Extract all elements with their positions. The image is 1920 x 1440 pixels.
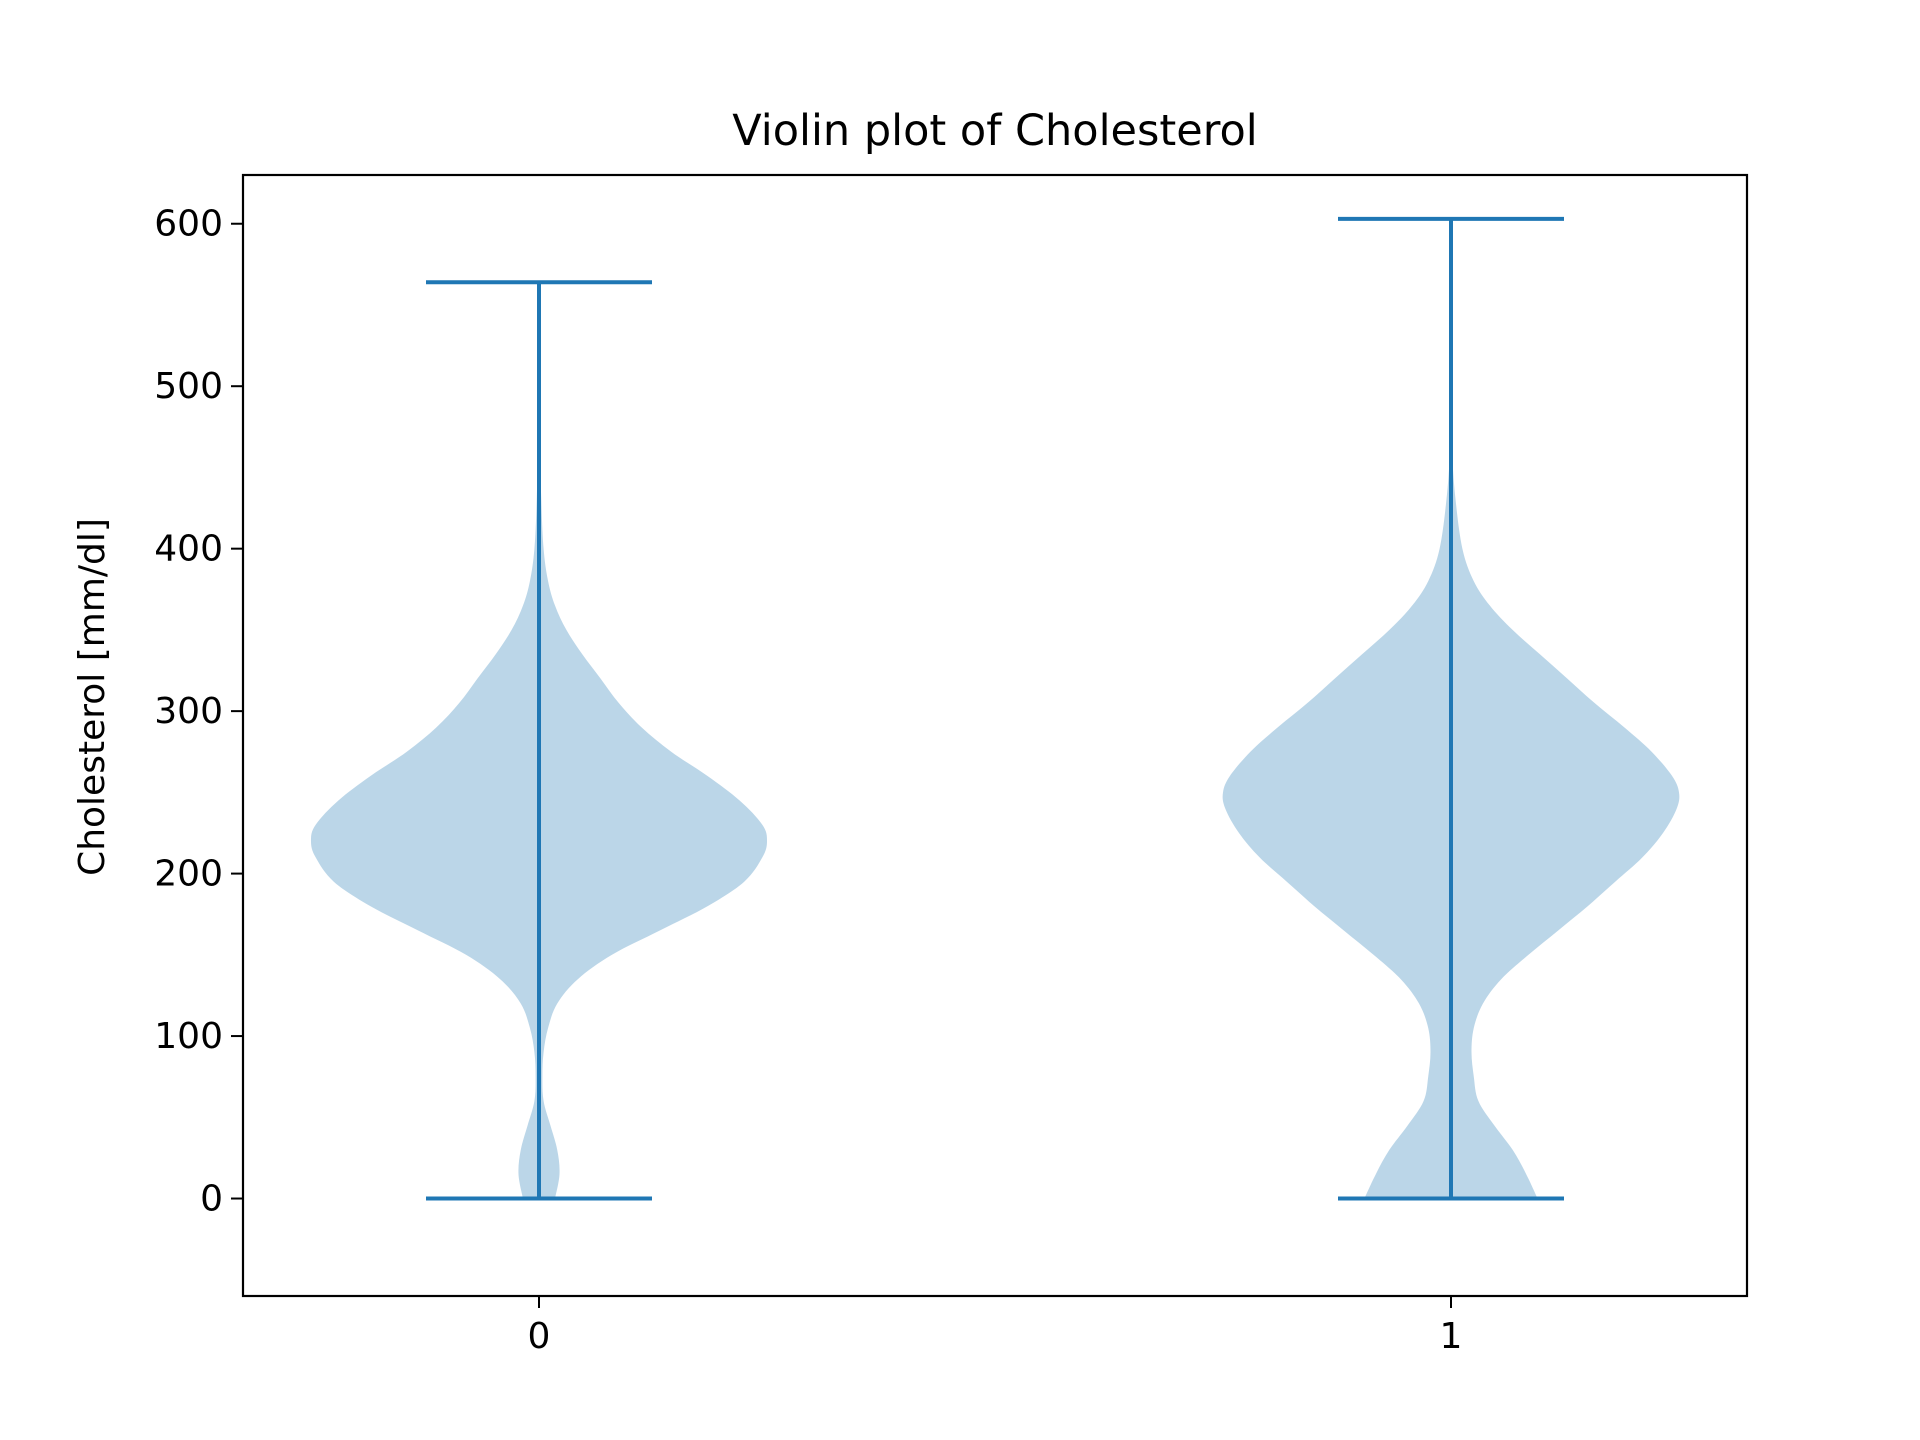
plot-area-frame: [241, 173, 1749, 1298]
violin-stat-lines: [426, 216, 1564, 1201]
x-tick-label: 1: [1440, 1316, 1463, 1357]
y-tick-label: 400: [154, 529, 223, 570]
y-tick-label: 300: [154, 691, 223, 732]
y-tick-label: 600: [154, 204, 223, 245]
y-tick-label: 500: [154, 366, 223, 407]
chart-title: Violin plot of Cholesterol: [732, 106, 1257, 156]
y-axis-ticks: 0 100 200 300 400 500 600: [154, 204, 243, 1220]
y-tick-label: 100: [154, 1016, 223, 1057]
violin-bodies: [311, 197, 1680, 1199]
x-tick-label: 0: [528, 1316, 551, 1357]
y-tick-label: 200: [154, 854, 223, 895]
y-axis-label: Cholesterol [mm/dl]: [72, 518, 113, 876]
y-tick-label: 0: [200, 1179, 223, 1220]
